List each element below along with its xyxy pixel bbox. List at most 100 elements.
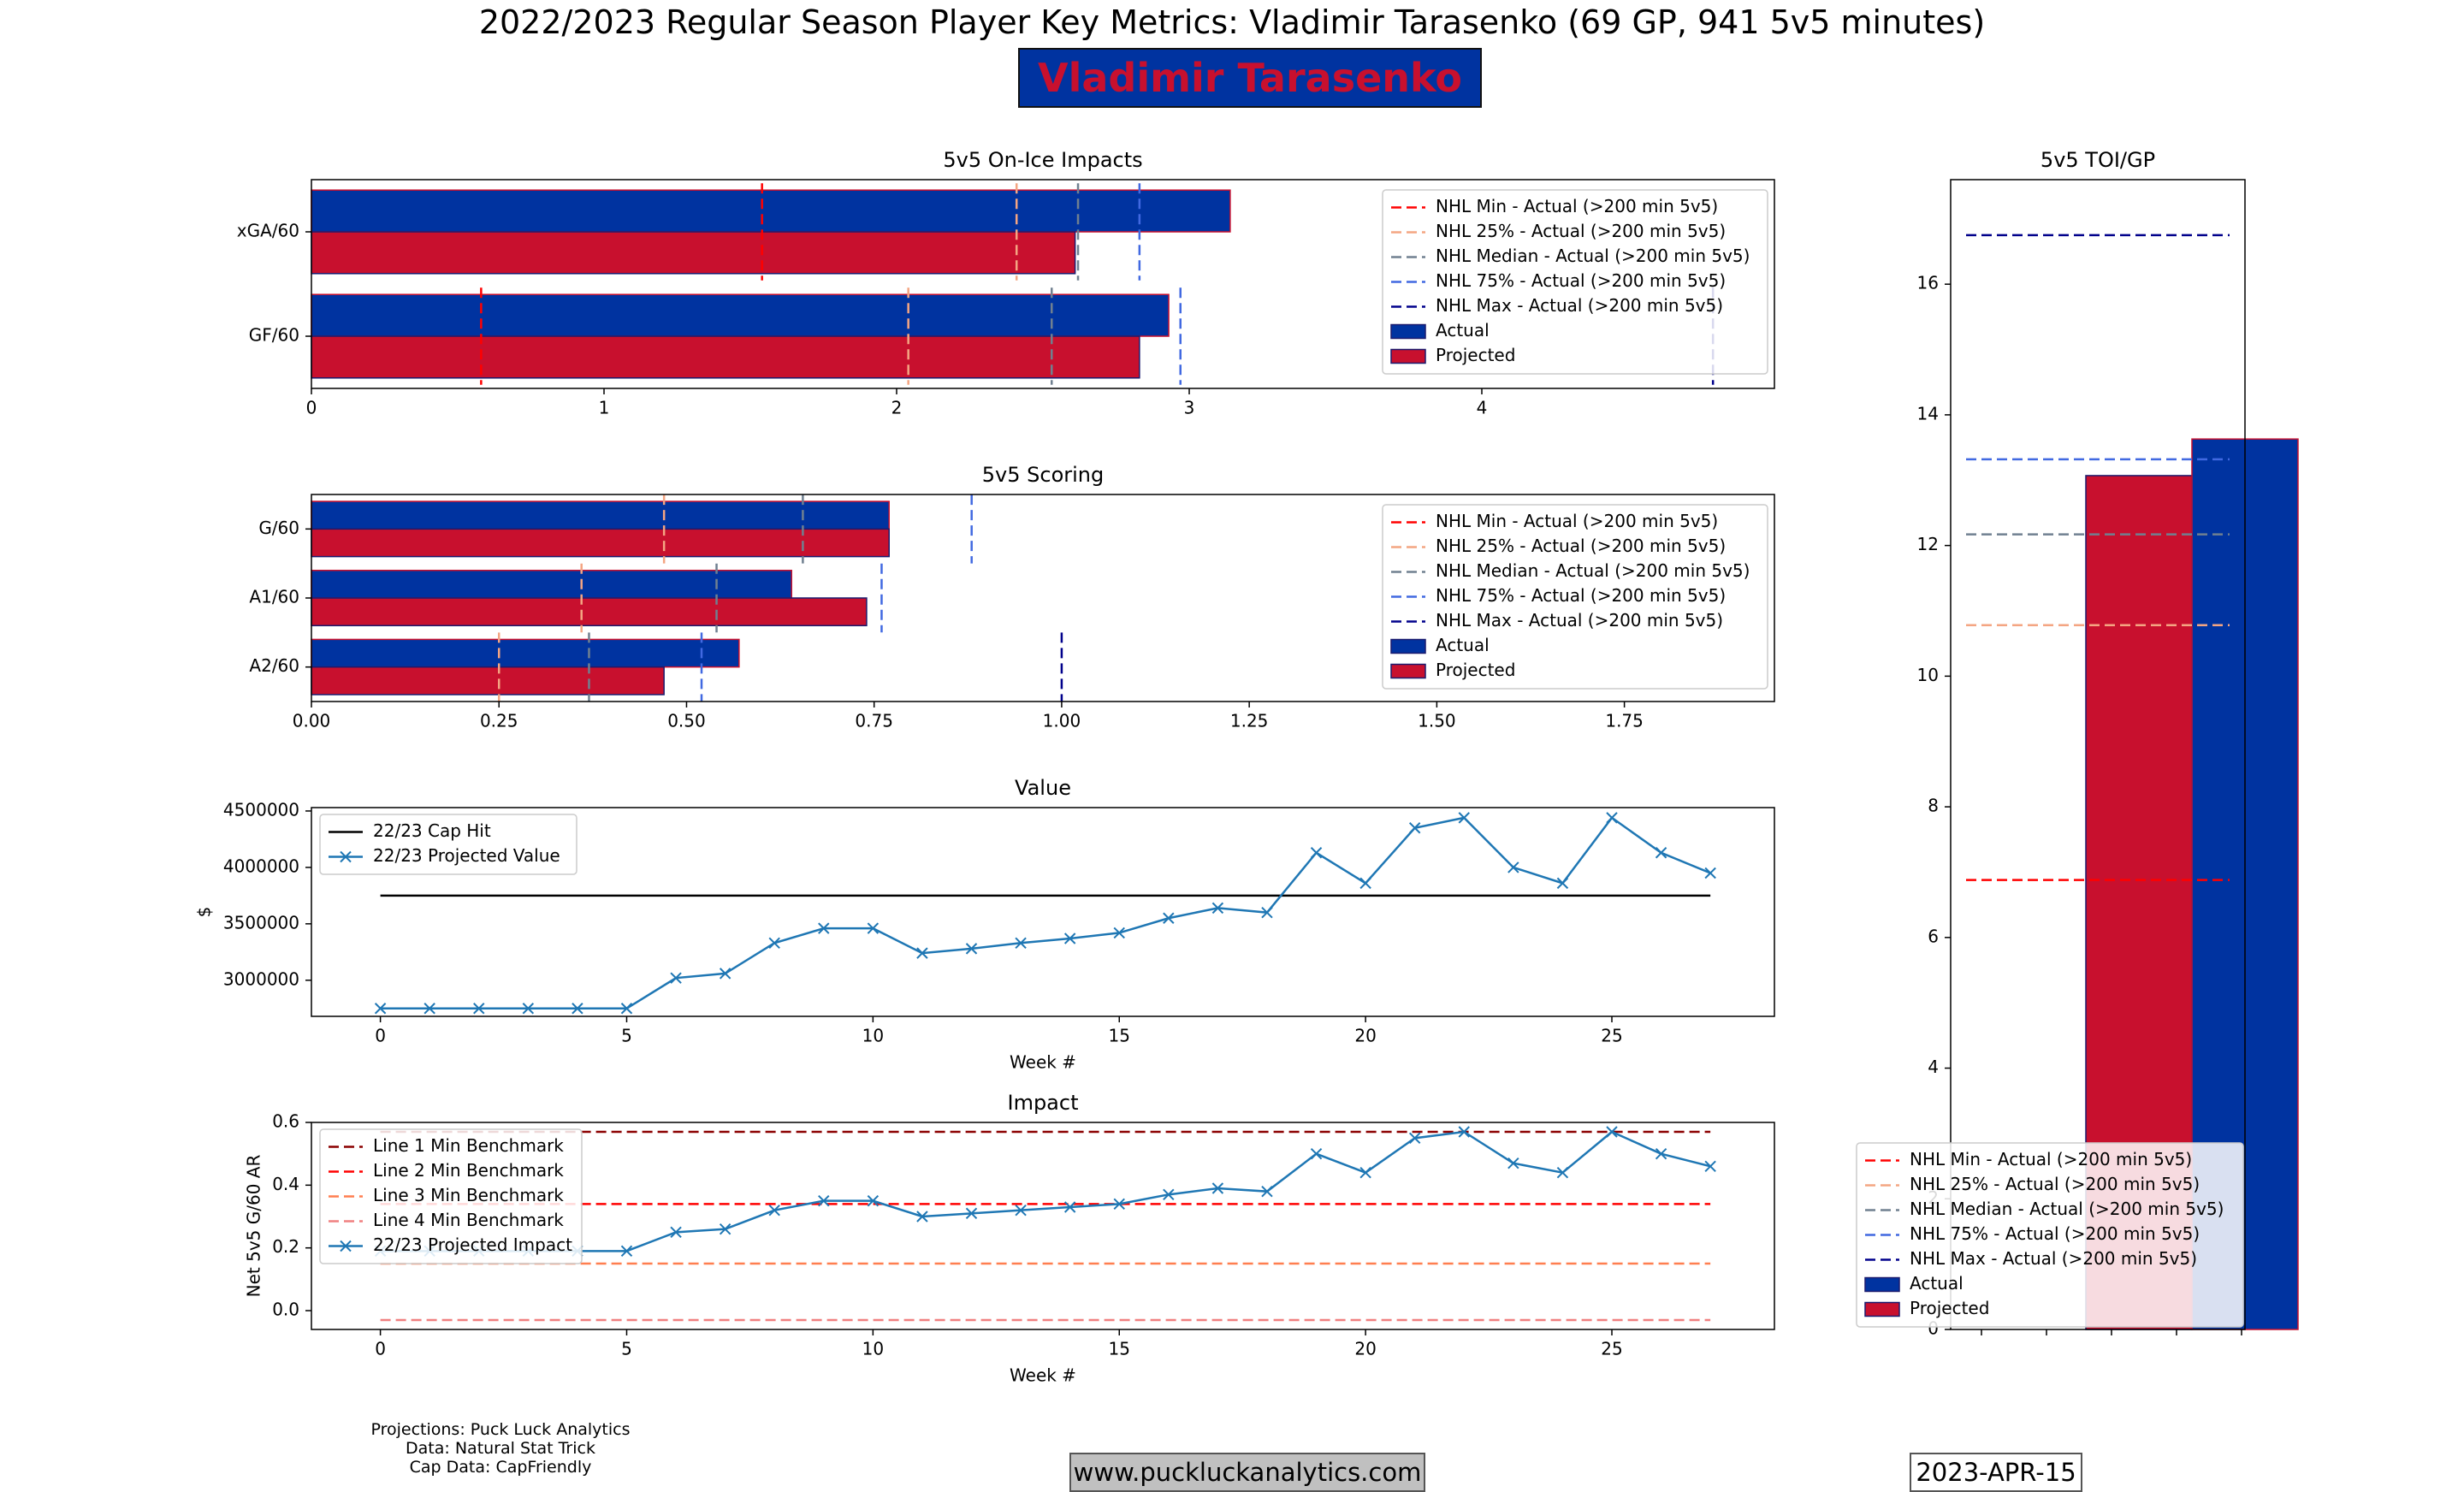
credits-block: Projections: Puck Luck Analytics Data: N… xyxy=(342,1420,659,1477)
impacts-title: 5v5 On-Ice Impacts xyxy=(943,148,1142,172)
value-legend-marker xyxy=(340,850,352,863)
impact-xtick-label: 20 xyxy=(1354,1339,1376,1359)
impact-point xyxy=(818,1194,830,1207)
scoring-xtick-label: 0.75 xyxy=(855,711,893,731)
impacts-legend-label: Actual xyxy=(1436,320,1490,340)
value-point xyxy=(1163,912,1175,924)
toi-legend-label: Actual xyxy=(1910,1273,1964,1294)
value-ytick-label: 4500000 xyxy=(223,799,299,820)
impact-ytick-label: 0.6 xyxy=(272,1111,299,1132)
toi-ytick-label: 6 xyxy=(1928,926,1939,946)
value-point xyxy=(1507,861,1519,873)
scoring-bar-actual xyxy=(311,638,740,668)
value-point xyxy=(1655,847,1667,859)
value-legend-label: 22/23 Projected Value xyxy=(373,845,560,866)
toi-legend-label: NHL 25% - Actual (>200 min 5v5) xyxy=(1910,1174,2200,1194)
scoring-ytick-label: G/60 xyxy=(258,518,299,538)
value-point xyxy=(1211,902,1224,915)
toi-ytick-label: 10 xyxy=(1917,665,1939,685)
value-point xyxy=(670,972,682,984)
value-point xyxy=(1261,906,1273,919)
impact-legend xyxy=(319,1128,583,1264)
impact-point xyxy=(1359,1166,1371,1179)
scoring-legend-swatch xyxy=(1390,663,1426,679)
scoring-legend-label: NHL 75% - Actual (>200 min 5v5) xyxy=(1436,585,1726,606)
impact-point xyxy=(916,1211,928,1223)
scoring-bar-projected xyxy=(311,666,665,696)
value-point xyxy=(1458,812,1470,824)
impact-xtick-label: 0 xyxy=(375,1339,386,1359)
scoring-legend-label: NHL Max - Actual (>200 min 5v5) xyxy=(1436,610,1723,631)
impacts-legend-swatch xyxy=(1390,323,1426,340)
impact-xtick-label: 10 xyxy=(862,1339,884,1359)
value-xtick-label: 10 xyxy=(862,1026,884,1046)
value-point xyxy=(1113,927,1125,939)
impacts-legend-label: NHL Min - Actual (>200 min 5v5) xyxy=(1436,196,1718,216)
impacts-legend-label: NHL Max - Actual (>200 min 5v5) xyxy=(1436,295,1723,316)
impact-xtick-label: 25 xyxy=(1601,1339,1622,1359)
impacts-bar-projected xyxy=(311,335,1140,379)
toi-legend xyxy=(1856,1142,2244,1328)
impact-ytick-label: 0.2 xyxy=(272,1236,299,1257)
toi-ytick-label: 8 xyxy=(1928,796,1939,816)
impacts-xtick-label: 2 xyxy=(891,398,903,418)
value-point xyxy=(374,1003,387,1015)
impacts-xtick-label: 0 xyxy=(306,398,317,418)
scoring-xtick-label: 1.00 xyxy=(1043,711,1081,731)
impact-xlabel: Week # xyxy=(1010,1365,1076,1386)
scoring-legend-label: NHL Median - Actual (>200 min 5v5) xyxy=(1436,560,1750,581)
impacts-legend-label: NHL Median - Actual (>200 min 5v5) xyxy=(1436,246,1750,266)
impacts-legend-label: NHL 25% - Actual (>200 min 5v5) xyxy=(1436,221,1726,241)
impact-point xyxy=(768,1204,780,1217)
toi-frame xyxy=(1950,179,2246,1330)
scoring-frame xyxy=(311,494,1775,702)
value-point xyxy=(768,937,780,949)
impacts-ytick-label: GF/60 xyxy=(249,325,299,346)
value-point xyxy=(1015,937,1027,949)
impact-point xyxy=(719,1223,732,1235)
impact-legend-marker xyxy=(340,1240,352,1252)
impact-legend-label: Line 3 Min Benchmark xyxy=(373,1185,564,1205)
scoring-ytick-label: A1/60 xyxy=(249,587,299,607)
impact-point xyxy=(1458,1126,1470,1138)
impact-point xyxy=(1113,1198,1125,1211)
value-frame xyxy=(311,807,1775,1017)
toi-ytick-label: 14 xyxy=(1917,403,1939,423)
impacts-bar-projected xyxy=(311,231,1076,275)
impact-point xyxy=(1211,1182,1224,1194)
scoring-xtick-label: 1.50 xyxy=(1418,711,1456,731)
value-legend xyxy=(319,814,578,875)
value-point xyxy=(572,1003,583,1015)
impact-frame xyxy=(311,1122,1775,1330)
value-point xyxy=(916,947,928,959)
impact-point xyxy=(1015,1204,1027,1217)
impact-point xyxy=(670,1226,682,1239)
value-point xyxy=(965,943,978,955)
value-point xyxy=(620,1003,633,1015)
impact-ytick-label: 0.0 xyxy=(272,1300,299,1320)
value-xtick-label: 20 xyxy=(1354,1026,1376,1046)
scoring-xtick-label: 1.75 xyxy=(1605,711,1644,731)
value-title: Value xyxy=(1015,776,1071,800)
impacts-xtick-label: 1 xyxy=(599,398,610,418)
toi-legend-label: NHL 75% - Actual (>200 min 5v5) xyxy=(1910,1223,2200,1244)
value-ytick-label: 3500000 xyxy=(223,912,299,932)
impact-point xyxy=(965,1207,978,1220)
impact-legend-label: 22/23 Projected Impact xyxy=(373,1234,572,1255)
page-title: 2022/2023 Regular Season Player Key Metr… xyxy=(478,3,1986,41)
scoring-legend-label: Projected xyxy=(1436,660,1515,680)
scoring-ytick-label: A2/60 xyxy=(249,655,299,676)
scoring-xtick-label: 0.25 xyxy=(480,711,518,731)
impacts-xtick-label: 4 xyxy=(1477,398,1488,418)
impact-legend-label: Line 2 Min Benchmark xyxy=(373,1160,564,1181)
impacts-legend-label: NHL 75% - Actual (>200 min 5v5) xyxy=(1436,270,1726,291)
scoring-legend-label: NHL Min - Actual (>200 min 5v5) xyxy=(1436,511,1718,531)
value-xlabel: Week # xyxy=(1010,1052,1076,1073)
impact-point xyxy=(1606,1126,1618,1138)
impacts-legend xyxy=(1382,189,1768,375)
scoring-xtick-label: 0.50 xyxy=(667,711,706,731)
impacts-legend-label: Projected xyxy=(1436,345,1515,365)
website-link[interactable]: www.puckluckanalytics.com xyxy=(1069,1453,1425,1492)
toi-legend-label: NHL Max - Actual (>200 min 5v5) xyxy=(1910,1248,2197,1269)
credit-projections: Projections: Puck Luck Analytics xyxy=(370,1420,631,1439)
